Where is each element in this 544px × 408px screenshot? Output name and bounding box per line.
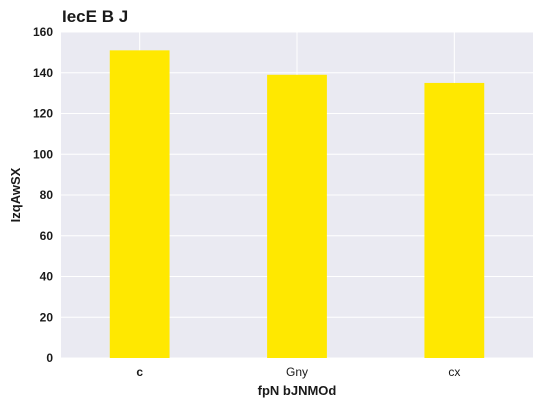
bar-cx bbox=[424, 82, 485, 358]
y-axis-label: IzqAwSX bbox=[8, 167, 23, 222]
y-axis-ticks: 0 20 40 60 80 100 120 140 160 bbox=[33, 25, 53, 365]
y-tick-label-6: 120 bbox=[33, 107, 53, 121]
y-tick-label-7: 140 bbox=[33, 66, 53, 80]
y-tick-label-2: 40 bbox=[40, 270, 54, 284]
y-tick-label-0: 0 bbox=[46, 351, 53, 365]
y-tick-label-1: 20 bbox=[40, 310, 54, 324]
x-tick-label-2: cx bbox=[448, 365, 460, 379]
y-tick-label-5: 100 bbox=[33, 147, 53, 161]
y-tick-label-4: 80 bbox=[40, 188, 54, 202]
x-tick-label-1: Gny bbox=[286, 365, 308, 379]
x-axis-ticks: c Gny cx bbox=[136, 365, 460, 379]
bar-Gny bbox=[267, 74, 327, 358]
y-tick-label-8: 160 bbox=[33, 25, 53, 39]
y-tick-label-3: 60 bbox=[40, 229, 54, 243]
x-axis-label: fpN bJNMOd bbox=[258, 383, 337, 398]
x-tick-label-0: c bbox=[136, 365, 143, 379]
chart-title: IecE B J bbox=[62, 7, 128, 26]
bars bbox=[109, 50, 485, 359]
bar-c bbox=[109, 50, 170, 359]
